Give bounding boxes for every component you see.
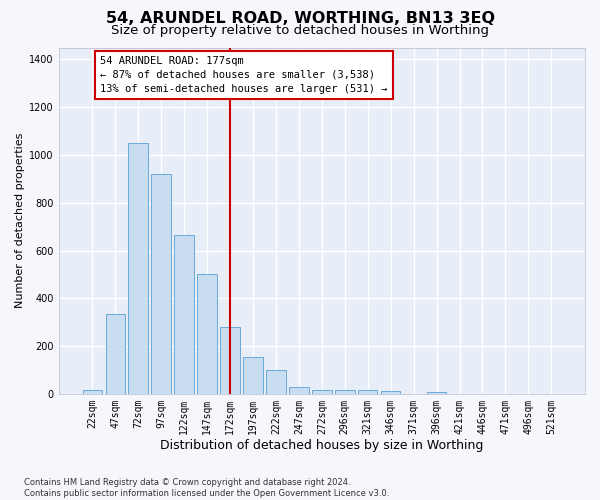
Y-axis label: Number of detached properties: Number of detached properties bbox=[15, 133, 25, 308]
Text: Contains HM Land Registry data © Crown copyright and database right 2024.
Contai: Contains HM Land Registry data © Crown c… bbox=[24, 478, 389, 498]
Bar bbox=[128, 143, 148, 394]
Bar bbox=[289, 386, 308, 394]
Bar bbox=[243, 357, 263, 394]
Bar bbox=[220, 327, 240, 394]
Bar bbox=[151, 174, 171, 394]
Text: 54, ARUNDEL ROAD, WORTHING, BN13 3EQ: 54, ARUNDEL ROAD, WORTHING, BN13 3EQ bbox=[106, 11, 494, 26]
Bar bbox=[106, 314, 125, 394]
Text: 54 ARUNDEL ROAD: 177sqm
← 87% of detached houses are smaller (3,538)
13% of semi: 54 ARUNDEL ROAD: 177sqm ← 87% of detache… bbox=[100, 56, 388, 94]
Bar bbox=[381, 392, 400, 394]
Bar bbox=[335, 390, 355, 394]
X-axis label: Distribution of detached houses by size in Worthing: Distribution of detached houses by size … bbox=[160, 440, 484, 452]
Bar bbox=[175, 235, 194, 394]
Bar bbox=[358, 390, 377, 394]
Bar bbox=[83, 390, 102, 394]
Bar bbox=[266, 370, 286, 394]
Bar bbox=[197, 274, 217, 394]
Text: Size of property relative to detached houses in Worthing: Size of property relative to detached ho… bbox=[111, 24, 489, 37]
Bar bbox=[427, 392, 446, 394]
Bar bbox=[312, 390, 332, 394]
